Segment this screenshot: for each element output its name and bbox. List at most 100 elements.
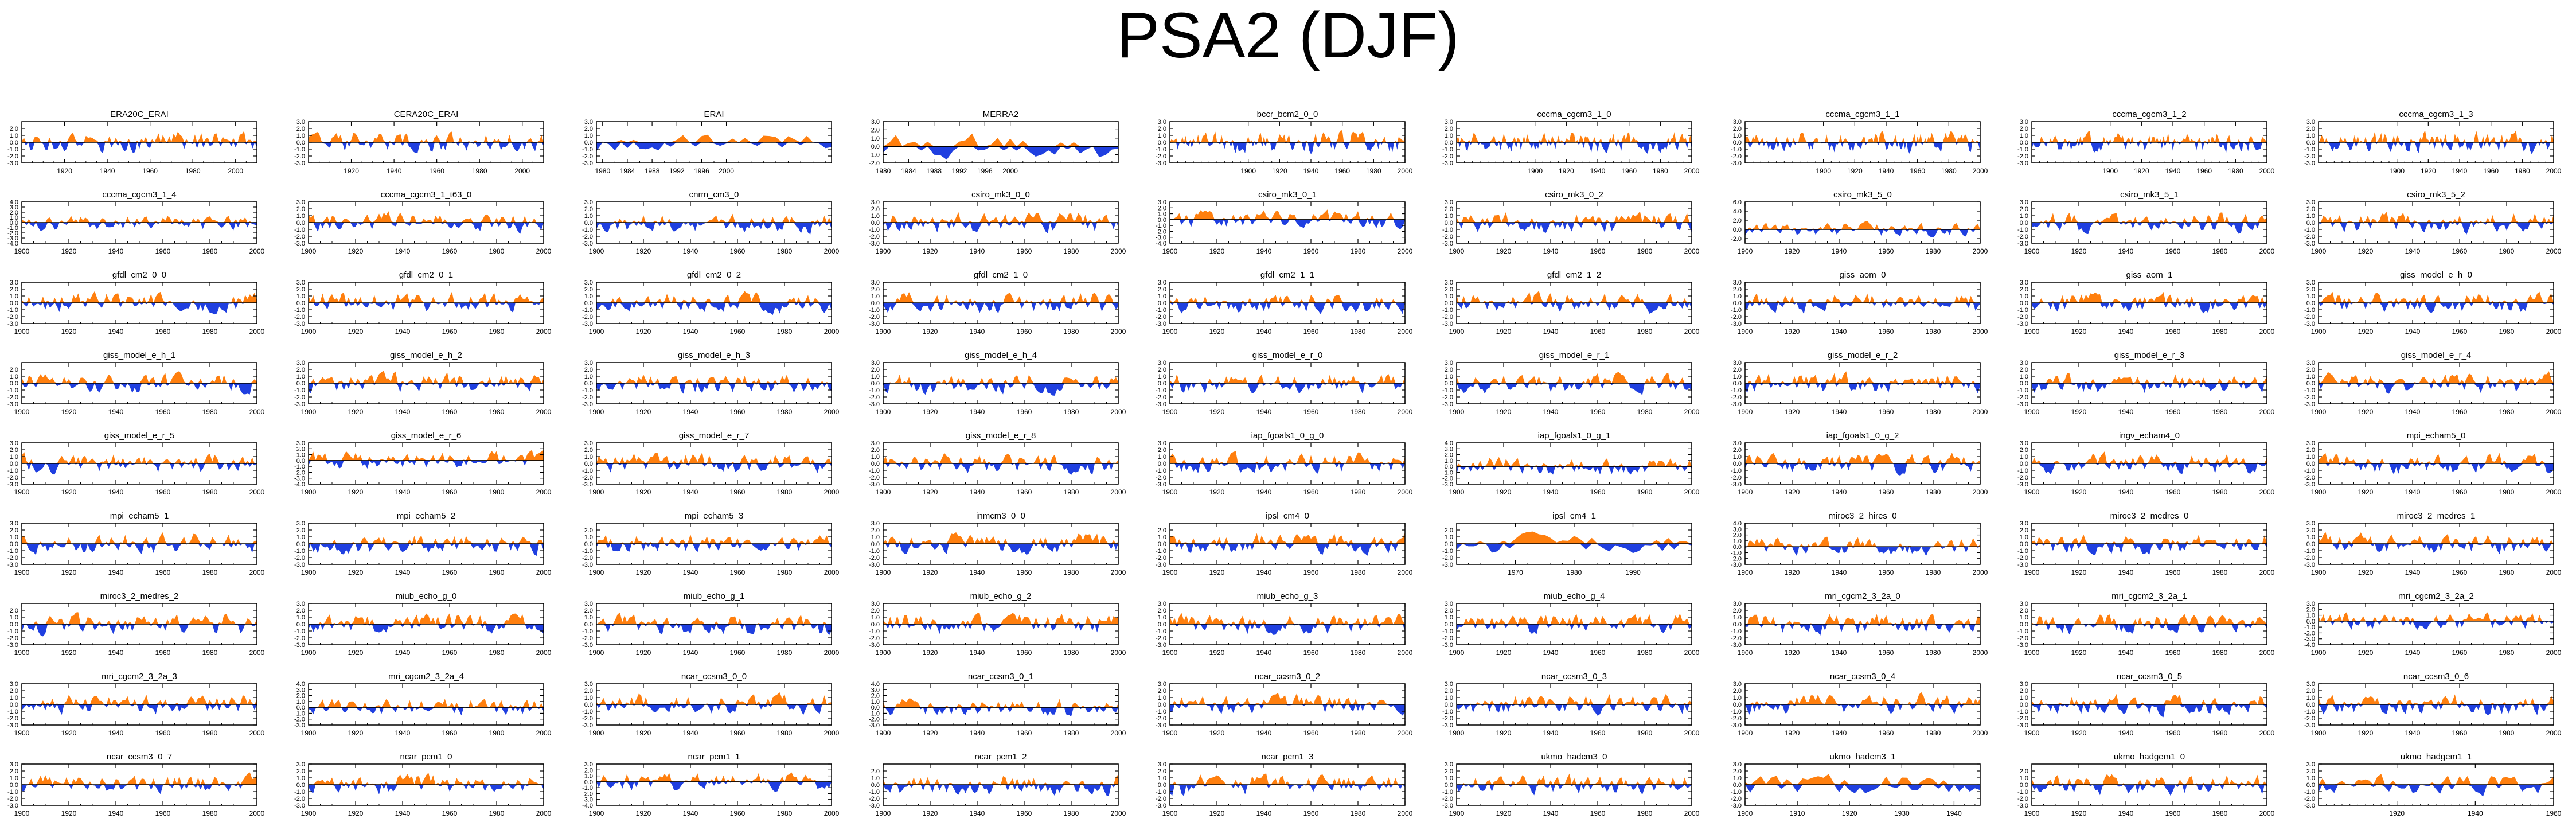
x-tick-label: 1920 — [636, 568, 651, 576]
y-tick-label: 0.0 — [584, 621, 593, 628]
y-tick-label: -3.0 — [582, 797, 593, 804]
positive-area — [883, 133, 1118, 147]
panel: giss_model_e_h_2 3.02.01.00.0-1.0-2.0-3.0… — [294, 350, 552, 416]
x-tick-label: 1940 — [108, 488, 124, 496]
y-tick-label: -1.0 — [1156, 628, 1166, 635]
negative-area — [309, 544, 544, 556]
x-tick-label: 1900 — [1738, 408, 1753, 416]
x-tick-label: 1900 — [2389, 167, 2405, 175]
positive-area — [1457, 531, 1692, 544]
y-tick-label: -1.0 — [7, 225, 18, 232]
x-tick-label: 1960 — [1879, 408, 1894, 416]
x-tick-label: 1960 — [730, 408, 746, 416]
x-tick-label: 1980 — [1941, 167, 1957, 175]
y-tick-label: 2.0 — [1158, 527, 1166, 534]
x-tick-label: 1940 — [2405, 729, 2421, 737]
x-tick-label: 1940 — [2165, 167, 2181, 175]
y-tick-label: -2.0 — [1442, 233, 1453, 240]
y-tick-label: 3.0 — [1445, 199, 1453, 206]
y-tick-label: -1.0 — [1442, 469, 1453, 476]
x-tick-label: 1980 — [1567, 568, 1582, 576]
y-tick-label: 2.0 — [1158, 688, 1166, 695]
x-tick-label: 1900 — [1162, 408, 1178, 416]
x-tick-label: 1900 — [2024, 488, 2040, 496]
y-tick-label: 0.0 — [2306, 461, 2315, 467]
y-tick-label: 3.0 — [1158, 199, 1166, 206]
x-tick-label: 1980 — [489, 568, 505, 576]
negative-area — [883, 544, 1118, 555]
x-tick-label: 1900 — [301, 649, 317, 657]
y-tick-label: -2.0 — [7, 314, 18, 321]
panel-title: ncar_pcm1_1 — [688, 752, 740, 762]
y-tick-label: -3.0 — [1442, 240, 1453, 247]
y-tick-label: -3.0 — [294, 476, 305, 482]
x-tick-label: 1960 — [1303, 247, 1319, 255]
positive-area — [1745, 293, 1980, 303]
y-tick-label: 1.0 — [10, 133, 18, 139]
y-tick-label: 3.0 — [10, 279, 18, 286]
y-tick-label: 2.0 — [584, 688, 593, 695]
y-tick-label: -3.0 — [2304, 562, 2315, 568]
x-tick-label: 2000 — [2259, 649, 2275, 657]
y-tick-label: -1.0 — [294, 789, 305, 796]
x-tick-label: 1984 — [620, 167, 635, 175]
y-tick-label: 3.0 — [1158, 119, 1166, 126]
positive-area — [1745, 221, 1980, 229]
panel-title: mpi_echam5_3 — [685, 511, 744, 521]
x-tick-label: 2000 — [1684, 649, 1700, 657]
x-tick-label: 1980 — [1351, 408, 1366, 416]
y-tick-label: 0.0 — [1733, 702, 1742, 708]
y-tick-label: -2.0 — [2304, 474, 2315, 481]
x-tick-label: 1940 — [108, 568, 124, 576]
x-tick-label: 2000 — [2259, 408, 2275, 416]
panel: giss_model_e_r_8 3.02.01.00.0-1.0-2.0-3.0… — [869, 431, 1126, 496]
x-tick-label: 1900 — [301, 488, 317, 496]
panel-title: MERRA2 — [983, 110, 1019, 119]
y-tick-label: 0.0 — [871, 300, 880, 307]
y-tick-label: -2.0 — [582, 635, 593, 642]
x-tick-label: 1960 — [2452, 408, 2468, 416]
y-tick-label: -1.0 — [2017, 387, 2028, 394]
y-tick-label: 2.0 — [10, 286, 18, 293]
y-tick-label: 0.0 — [2020, 702, 2028, 708]
y-tick-label: 1.0 — [584, 133, 593, 139]
y-tick-label: 1.0 — [1158, 614, 1166, 621]
x-tick-label: 1960 — [1621, 167, 1637, 175]
x-tick-label: 1900 — [301, 408, 317, 416]
y-tick-label: 2.0 — [1445, 126, 1453, 133]
positive-area — [22, 772, 257, 785]
x-tick-label: 1988 — [926, 167, 942, 175]
x-tick-label: 1900 — [301, 247, 317, 255]
y-tick-label: -2.0 — [582, 394, 593, 401]
x-tick-label: 1980 — [1351, 729, 1366, 737]
y-tick-label: -2.0 — [294, 555, 305, 562]
negative-area — [22, 303, 257, 315]
y-tick-label: 3.0 — [2020, 199, 2028, 206]
y-tick-label: 2.0 — [871, 768, 880, 775]
x-tick-label: 1900 — [1162, 488, 1178, 496]
panel-title: ncar_ccsm3_0_2 — [1255, 672, 1320, 681]
x-tick-label: 1960 — [1590, 649, 1606, 657]
y-tick-label: 1.0 — [584, 534, 593, 541]
x-tick-label: 1940 — [387, 167, 402, 175]
positive-area — [883, 774, 1118, 785]
y-tick-label: -1.0 — [1156, 548, 1166, 555]
x-tick-label: 1940 — [970, 247, 985, 255]
panel-title: giss_model_e_r_3 — [2114, 350, 2185, 360]
y-tick-label: -2.0 — [1156, 635, 1166, 642]
y-tick-label: 2.0 — [1733, 367, 1742, 373]
positive-area — [883, 698, 1118, 708]
y-tick-label: 0.0 — [871, 704, 880, 711]
x-tick-label: 1960 — [442, 649, 458, 657]
y-tick-label: 3.0 — [296, 360, 305, 367]
y-tick-label: -3.0 — [1156, 321, 1166, 328]
x-tick-label: 1960 — [1879, 328, 1894, 336]
x-tick-label: 1980 — [1637, 488, 1653, 496]
panel: csiro_mk3_5_2 3.02.01.00.0-1.0-2.0-3.0190… — [2304, 190, 2562, 255]
x-tick-label: 1920 — [1785, 568, 1800, 576]
y-tick-label: 2.0 — [10, 126, 18, 133]
y-tick-label: -1.0 — [1156, 307, 1166, 314]
y-tick-label: -1.0 — [2304, 624, 2315, 631]
x-tick-label: 2000 — [1111, 729, 1126, 737]
y-tick-label: -2.0 — [2017, 635, 2028, 642]
